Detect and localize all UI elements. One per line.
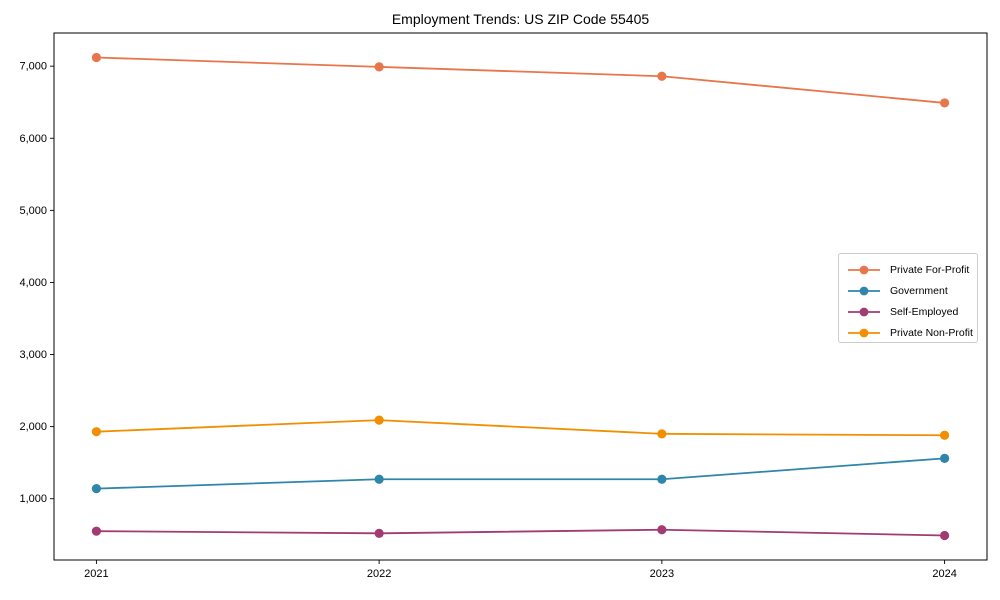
x-tick-label: 2023 xyxy=(650,568,674,580)
data-point-private-non-profit-2024 xyxy=(939,430,950,440)
chart-title: Employment Trends: US ZIP Code 55405 xyxy=(391,11,650,27)
legend-label: Self-Employed xyxy=(890,305,959,318)
series-line-government xyxy=(96,457,945,490)
data-point-private-for-profit-2022 xyxy=(374,62,384,72)
series-line-self-employed xyxy=(96,528,945,537)
legend-item-private-for-profit: Private For-Profit xyxy=(846,259,977,280)
y-tick-label: 2,000 xyxy=(19,421,47,433)
data-point-private-non-profit-2022 xyxy=(374,415,384,425)
data-point-private-for-profit-2021 xyxy=(91,52,102,63)
line-marker-icon xyxy=(848,307,880,316)
y-tick-label: 3,000 xyxy=(19,349,47,361)
line-marker-icon xyxy=(848,286,880,295)
legend-item-private-non-profit: Private Non-Profit xyxy=(846,322,977,343)
legend-item-self-employed: Self-Employed xyxy=(846,301,977,322)
x-tick-label: 2021 xyxy=(84,568,108,580)
data-point-self-employed-2023 xyxy=(657,525,667,535)
data-point-self-employed-2024 xyxy=(939,530,950,541)
legend-item-government: Government xyxy=(846,280,977,301)
legend-label: Private Non-Profit xyxy=(890,326,973,339)
y-tick-label: 1,000 xyxy=(19,493,47,505)
data-point-private-non-profit-2023 xyxy=(657,429,667,439)
data-point-government-2022 xyxy=(374,474,384,484)
legend-label: Private For-Profit xyxy=(890,263,970,276)
data-point-self-employed-2022 xyxy=(374,528,384,538)
plot-frame xyxy=(53,32,988,561)
x-tick-label: 2022 xyxy=(367,568,391,580)
line-marker-icon xyxy=(848,328,880,337)
y-tick-label: 4,000 xyxy=(19,277,47,289)
data-point-government-2024 xyxy=(939,453,950,463)
data-point-private-non-profit-2021 xyxy=(91,427,102,437)
series-line-private-for-profit xyxy=(96,56,945,104)
y-tick-label: 5,000 xyxy=(19,205,47,217)
data-point-private-for-profit-2023 xyxy=(657,71,667,81)
data-point-self-employed-2021 xyxy=(91,526,102,536)
data-point-private-for-profit-2024 xyxy=(939,98,950,108)
x-tick-label: 2024 xyxy=(932,568,956,580)
y-tick-label: 7,000 xyxy=(19,61,47,73)
data-point-government-2021 xyxy=(91,484,102,494)
series-line-private-non-profit xyxy=(96,419,945,437)
y-tick-label: 6,000 xyxy=(19,133,47,145)
data-point-government-2023 xyxy=(657,474,667,484)
legend: Private For-Profit Government Self-Emplo… xyxy=(838,253,978,343)
line-marker-icon xyxy=(848,265,880,274)
legend-label: Government xyxy=(890,284,948,297)
